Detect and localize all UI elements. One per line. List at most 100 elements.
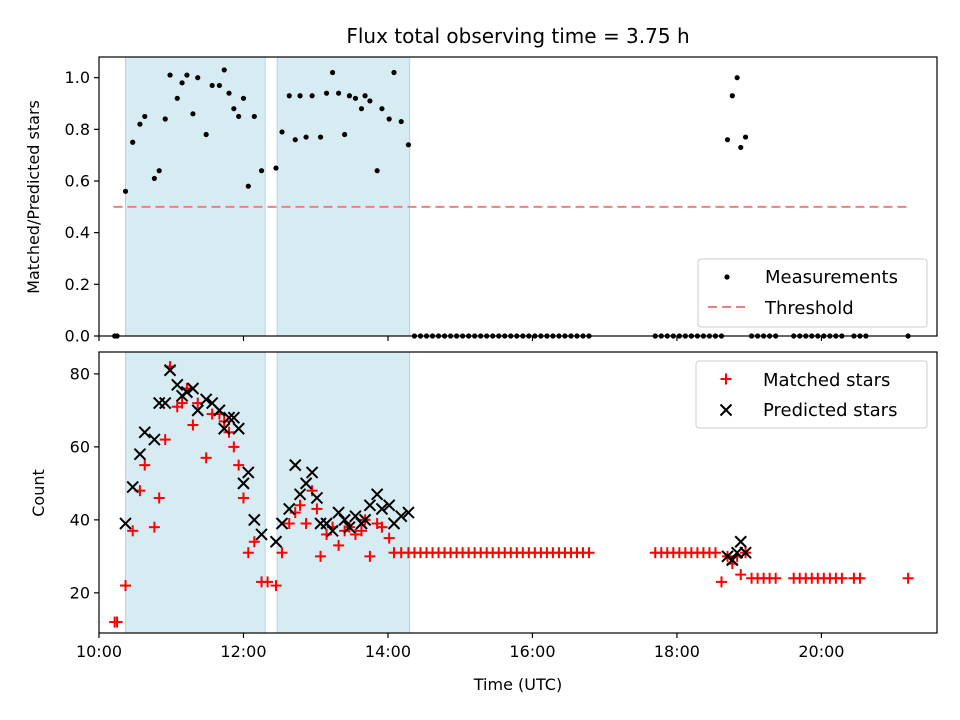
measurement-point <box>209 82 215 89</box>
matched-star-point <box>127 525 139 537</box>
legend-box <box>697 258 928 328</box>
bottom-y-ticks: 20 40 60 80 <box>70 364 99 602</box>
measurement-point <box>303 134 309 140</box>
y-tick-label: 80 <box>70 364 90 383</box>
predicted-star-point <box>363 499 377 512</box>
measurement-point <box>742 134 749 140</box>
matched-star-point <box>148 521 160 533</box>
measurement-point <box>374 168 380 174</box>
matched-star-point <box>333 539 345 551</box>
predicted-star-point <box>218 422 231 435</box>
measurement-point <box>297 93 303 99</box>
matched-star-point <box>836 572 848 584</box>
matched-star-point <box>770 572 782 584</box>
predicted-star-point <box>237 477 250 490</box>
y-tick-label: 0.8 <box>65 120 90 139</box>
legend-box <box>695 360 928 429</box>
measurement-point <box>309 93 315 99</box>
predicted-star-point <box>310 491 324 505</box>
x-axis-label: Time (UTC) <box>473 675 562 694</box>
legend-predicted-marker <box>719 403 733 417</box>
x-tick-label: 10:00 <box>76 642 122 661</box>
y-tick-label: 20 <box>70 583 90 602</box>
predicted-star-point <box>222 411 236 424</box>
matched-star-point <box>349 528 361 540</box>
matched-star-point <box>233 459 245 471</box>
top-legend: Measurements Threshold <box>697 258 928 328</box>
predicted-star-point <box>232 422 245 435</box>
predicted-star-point <box>255 528 268 541</box>
measurement-point <box>273 165 279 171</box>
matched-star-point <box>854 572 866 584</box>
matched-star-point <box>119 580 131 592</box>
predicted-star-point <box>275 517 289 530</box>
predicted-star-point <box>180 385 194 399</box>
measurement-point <box>258 168 265 174</box>
measurement-point <box>179 80 185 86</box>
measurement-point <box>323 90 330 96</box>
matched-star-point <box>902 572 914 584</box>
matched-star-point <box>364 550 376 562</box>
matched-star-point <box>159 434 171 446</box>
measurement-point <box>729 93 735 99</box>
predicted-star-point <box>395 510 408 523</box>
measurement-point <box>240 95 247 101</box>
matched-star-point <box>153 492 165 504</box>
predicted-star-point <box>375 502 389 516</box>
predicted-star-point <box>343 520 356 534</box>
measurement-point <box>391 69 397 76</box>
measurement-point <box>203 131 209 138</box>
predicted-star-point <box>326 524 339 538</box>
measurement-point <box>236 113 242 120</box>
measurement-point <box>386 116 392 122</box>
predicted-star-point <box>227 411 241 424</box>
measurement-point <box>379 106 385 112</box>
measurement-point <box>346 93 353 99</box>
matched-star-point <box>311 503 323 515</box>
bottom-x-ticks: 10:00 12:00 14:00 16:00 18:00 20:00 <box>76 633 844 661</box>
measurement-point <box>162 116 168 122</box>
measurement-point <box>342 131 348 138</box>
x-tick-label: 18:00 <box>654 642 700 661</box>
y-tick-label: 0.6 <box>65 172 90 191</box>
shaded-interval <box>124 56 266 337</box>
bottom-y-axis-label: Count <box>29 469 48 517</box>
measurement-point <box>358 106 365 112</box>
y-tick-label: 0.2 <box>65 275 90 294</box>
predicted-star-point <box>126 480 139 494</box>
matched-star-point <box>276 547 288 559</box>
measurement-point <box>142 113 148 120</box>
measurement-point <box>251 113 257 120</box>
measurement-points <box>112 67 911 339</box>
measurement-point <box>245 183 251 189</box>
measurement-point <box>398 118 404 125</box>
predicted-star-point <box>338 513 351 527</box>
predicted-star-point <box>299 477 313 490</box>
x-tick-label: 16:00 <box>509 642 555 661</box>
top-x-ticks <box>98 336 823 341</box>
bottom-legend: Matched stars Predicted stars <box>695 360 928 429</box>
predicted-star-point <box>138 426 151 439</box>
predicted-star-point <box>739 546 752 559</box>
predicted-star-point <box>191 404 204 417</box>
matched-star-point <box>111 616 123 628</box>
measurement-point <box>167 72 173 78</box>
measurement-point <box>130 139 136 145</box>
matched-star-point <box>283 518 295 530</box>
predicted-stars-points <box>119 364 752 567</box>
measurement-point <box>405 142 412 148</box>
top-axes-frame <box>98 56 938 337</box>
predicted-star-point <box>734 535 747 548</box>
matched-star-point <box>294 499 306 511</box>
predicted-star-point <box>242 466 255 479</box>
predicted-star-point <box>148 433 161 446</box>
measurement-point <box>279 129 285 135</box>
measurement-point <box>195 75 201 81</box>
top-y-axis-label: Matched/Predicted stars <box>24 100 43 294</box>
figure-title: Flux total observing time = 3.75 h <box>346 24 689 48</box>
y-tick-label: 40 <box>70 510 90 529</box>
measurement-point <box>724 137 731 143</box>
predicted-star-point <box>289 458 302 472</box>
shaded-interval <box>276 56 411 337</box>
predicted-star-point <box>402 506 415 519</box>
